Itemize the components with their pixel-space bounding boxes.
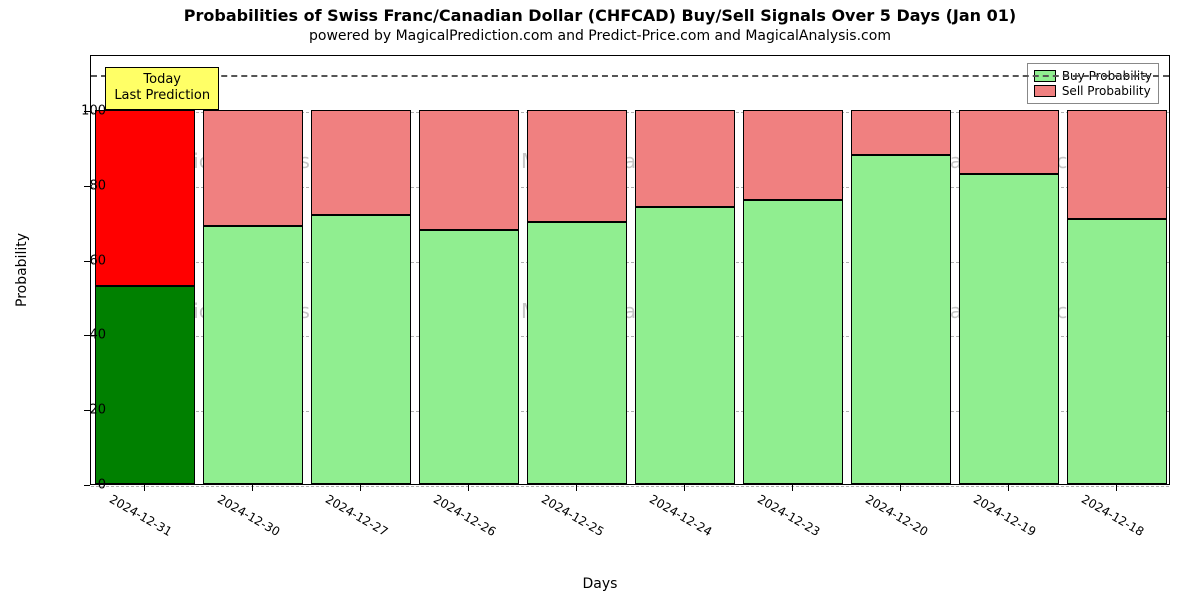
x-axis-label: Days <box>0 576 1200 592</box>
bar-group <box>743 54 842 484</box>
bar-buy <box>851 155 950 484</box>
x-tick-mark <box>792 485 793 491</box>
x-tick-label: 2024-12-31 <box>107 492 174 539</box>
callout-line1: Today <box>114 72 210 88</box>
bar-buy <box>635 207 734 484</box>
bar-group <box>851 54 950 484</box>
bar-sell <box>1067 110 1166 218</box>
x-tick-label: 2024-12-30 <box>215 492 282 539</box>
bar-sell <box>95 110 194 286</box>
bar-group <box>1067 54 1166 484</box>
callout-line2: Last Prediction <box>114 88 210 104</box>
bar-group <box>311 54 410 484</box>
x-tick-mark <box>576 485 577 491</box>
x-tick-mark <box>144 485 145 491</box>
callout-today: TodayLast Prediction <box>105 67 219 110</box>
bar-buy <box>959 174 1058 484</box>
chart-container: Probabilities of Swiss Franc/Canadian Do… <box>0 0 1200 600</box>
y-tick-mark <box>84 485 90 486</box>
bar-group <box>419 54 518 484</box>
x-tick-mark <box>1008 485 1009 491</box>
y-tick-mark <box>84 186 90 187</box>
x-tick-mark <box>468 485 469 491</box>
bar-buy <box>203 226 302 484</box>
x-tick-label: 2024-12-18 <box>1079 492 1146 539</box>
bar-sell <box>419 110 518 230</box>
bar-group <box>959 54 1058 484</box>
bar-sell <box>635 110 734 207</box>
bar-buy <box>95 286 194 484</box>
x-tick-mark <box>1116 485 1117 491</box>
y-tick-mark <box>84 261 90 262</box>
bar-buy <box>419 230 518 484</box>
bar-buy <box>1067 219 1166 484</box>
chart-title: Probabilities of Swiss Franc/Canadian Do… <box>0 6 1200 25</box>
bar-group <box>527 54 626 484</box>
x-tick-label: 2024-12-25 <box>539 492 606 539</box>
x-tick-mark <box>684 485 685 491</box>
bar-sell <box>203 110 302 226</box>
x-tick-label: 2024-12-19 <box>971 492 1038 539</box>
chart-subtitle: powered by MagicalPrediction.com and Pre… <box>0 28 1200 44</box>
x-tick-mark <box>360 485 361 491</box>
bar-sell <box>959 110 1058 174</box>
bar-sell <box>851 110 950 155</box>
x-tick-mark <box>252 485 253 491</box>
x-tick-label: 2024-12-27 <box>323 492 390 539</box>
x-tick-label: 2024-12-26 <box>431 492 498 539</box>
y-axis-label: Probability <box>14 233 30 307</box>
bar-buy <box>527 222 626 484</box>
bar-sell <box>743 110 842 200</box>
bar-sell <box>527 110 626 222</box>
x-tick-label: 2024-12-20 <box>863 492 930 539</box>
y-tick-mark <box>84 111 90 112</box>
plot-area: Buy Probability Sell Probability Magical… <box>90 55 1170 485</box>
bar-sell <box>311 110 410 215</box>
x-tick-mark <box>900 485 901 491</box>
bar-group <box>95 54 194 484</box>
bar-group <box>635 54 734 484</box>
x-tick-label: 2024-12-23 <box>755 492 822 539</box>
bar-buy <box>311 215 410 484</box>
y-tick-mark <box>84 410 90 411</box>
x-tick-label: 2024-12-24 <box>647 492 714 539</box>
bar-buy <box>743 200 842 484</box>
bar-group <box>203 54 302 484</box>
y-tick-mark <box>84 335 90 336</box>
